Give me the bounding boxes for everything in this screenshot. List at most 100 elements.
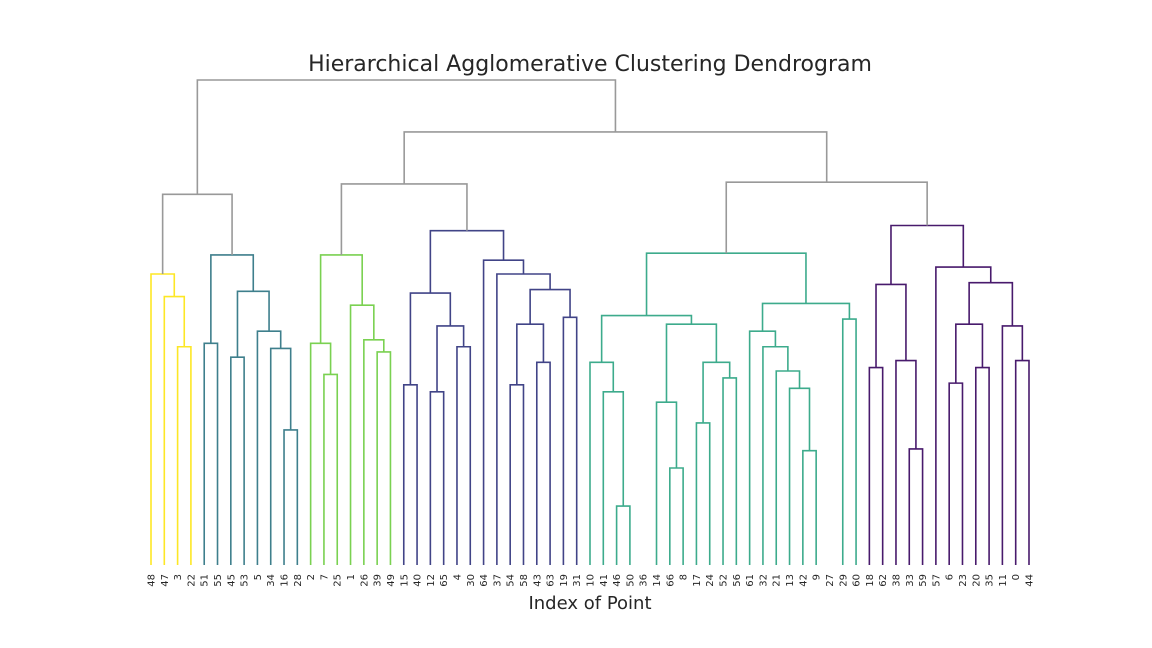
leaf-tick-label: 15 — [399, 574, 410, 587]
dendrogram-link — [722, 377, 738, 565]
dendrogram-link — [403, 131, 828, 184]
leaf-tick-label: 13 — [785, 574, 796, 587]
leaf-tick-label: 31 — [572, 574, 583, 587]
leaf-tick-label: 0 — [1011, 574, 1022, 580]
dendrogram-link — [948, 382, 964, 565]
dendrogram-link — [256, 330, 282, 565]
dendrogram-link — [196, 79, 617, 195]
dendrogram-link — [340, 183, 468, 255]
leaf-tick-label: 40 — [413, 574, 424, 587]
dendrogram-link — [1014, 359, 1030, 565]
leaf-tick-label: 3 — [173, 574, 184, 580]
leaf-tick-label: 18 — [865, 574, 876, 587]
dendrogram-link — [319, 254, 363, 344]
leaf-tick-label: 47 — [160, 574, 171, 587]
leaf-tick-label: 27 — [825, 574, 836, 587]
leaf-tick-label: 44 — [1025, 574, 1036, 587]
dendrogram-link — [748, 330, 777, 565]
dendrogram-link — [908, 448, 924, 565]
leaf-tick-label: 8 — [679, 574, 690, 580]
leaf-tick-label: 64 — [479, 574, 490, 587]
dendrogram-link — [761, 302, 851, 332]
dendrogram-link — [955, 323, 984, 384]
dendrogram-link — [669, 467, 684, 565]
leaf-tick-label: 43 — [532, 574, 543, 587]
leaf-tick-label: 28 — [293, 574, 304, 587]
dendrogram-links — [150, 79, 1030, 565]
dendrogram-link — [456, 345, 472, 565]
leaf-tick-label: 37 — [492, 574, 503, 587]
leaf-tick-label: 34 — [266, 574, 277, 587]
dendrogram-link — [210, 254, 255, 344]
dendrogram-link — [895, 359, 917, 565]
leaf-tick-label: 35 — [985, 574, 996, 587]
dendrogram-link — [363, 339, 385, 565]
dendrogram-link — [516, 323, 545, 385]
leaf-tick-label: 46 — [612, 574, 623, 587]
leaf-tick-label: 50 — [625, 574, 636, 587]
leaf-tick-label: 24 — [705, 574, 716, 587]
leaf-tick-label: 42 — [798, 574, 809, 587]
dendrogram-link — [695, 422, 711, 565]
dendrogram-link — [802, 449, 817, 565]
leaf-tick-label: 25 — [333, 574, 344, 587]
dendrogram-link — [974, 366, 990, 565]
leaf-tick-label: 14 — [652, 574, 663, 587]
leaf-tick-label: 60 — [852, 574, 863, 587]
leaf-tick-label: 61 — [745, 574, 756, 587]
leaf-tick-label: 19 — [559, 574, 570, 587]
leaf-tick-label: 38 — [891, 574, 902, 587]
dendrogram-link — [429, 229, 505, 294]
x-axis-label: Index of Point — [528, 593, 651, 614]
leaf-tick-label: 41 — [599, 574, 610, 587]
leaf-tick-label: 55 — [213, 574, 224, 587]
dendrogram-link — [841, 318, 857, 565]
leaf-tick-labels: 48 47 3 22 51 55 45 53 5 34 16 28 2 7 25 1 26 39 49 15 40 12 6… — [147, 574, 1036, 587]
leaf-tick-label: 7 — [319, 574, 330, 580]
leaf-tick-label: 29 — [838, 574, 849, 587]
dendrogram-link — [236, 290, 270, 358]
leaf-tick-label: 33 — [905, 574, 916, 587]
dendrogram-link — [589, 361, 615, 565]
dendrogram-link — [775, 370, 801, 565]
leaf-tick-label: 22 — [186, 574, 197, 587]
leaf-tick-label: 16 — [280, 574, 291, 587]
leaf-tick-label: 58 — [519, 574, 530, 587]
leaf-tick-label: 23 — [958, 574, 969, 587]
dendrogram-link — [615, 505, 631, 565]
leaf-tick-label: 4 — [452, 574, 463, 580]
leaf-tick-label: 52 — [719, 574, 730, 587]
dendrogram-link — [788, 387, 811, 565]
leaf-tick-label: 51 — [200, 574, 211, 587]
dendrogram-link — [150, 273, 176, 565]
leaf-tick-label: 53 — [240, 574, 251, 587]
dendrogram-link — [349, 304, 375, 565]
leaf-tick-label: 39 — [373, 574, 384, 587]
leaf-tick-label: 57 — [931, 574, 942, 587]
dendrogram-link — [409, 292, 452, 385]
leaf-tick-label: 30 — [466, 574, 477, 587]
dendrogram-link — [163, 295, 186, 565]
leaf-tick-label: 17 — [692, 574, 703, 587]
chart-title: Hierarchical Agglomerative Clustering De… — [308, 52, 872, 77]
dendrogram-link — [482, 259, 525, 565]
dendrogram-link — [762, 345, 789, 565]
dendrogram-link — [702, 361, 731, 423]
dendrogram-link — [161, 193, 233, 274]
dendrogram-link — [602, 390, 625, 565]
dendrogram-link — [376, 351, 392, 565]
leaf-tick-label: 20 — [971, 574, 982, 587]
dendrogram-link — [645, 252, 807, 316]
leaf-tick-label: 6 — [945, 574, 956, 580]
dendrogram-link — [402, 384, 418, 565]
leaf-tick-label: 66 — [665, 574, 676, 587]
leaf-tick-label: 63 — [546, 574, 557, 587]
leaf-tick-label: 45 — [226, 574, 237, 587]
leaf-tick-label: 1 — [346, 574, 357, 580]
dendrogram-link — [309, 342, 332, 565]
dendrogram-link — [935, 266, 992, 565]
leaf-tick-label: 2 — [306, 574, 317, 580]
leaf-tick-label: 10 — [586, 574, 597, 587]
leaf-tick-label: 48 — [147, 574, 158, 587]
